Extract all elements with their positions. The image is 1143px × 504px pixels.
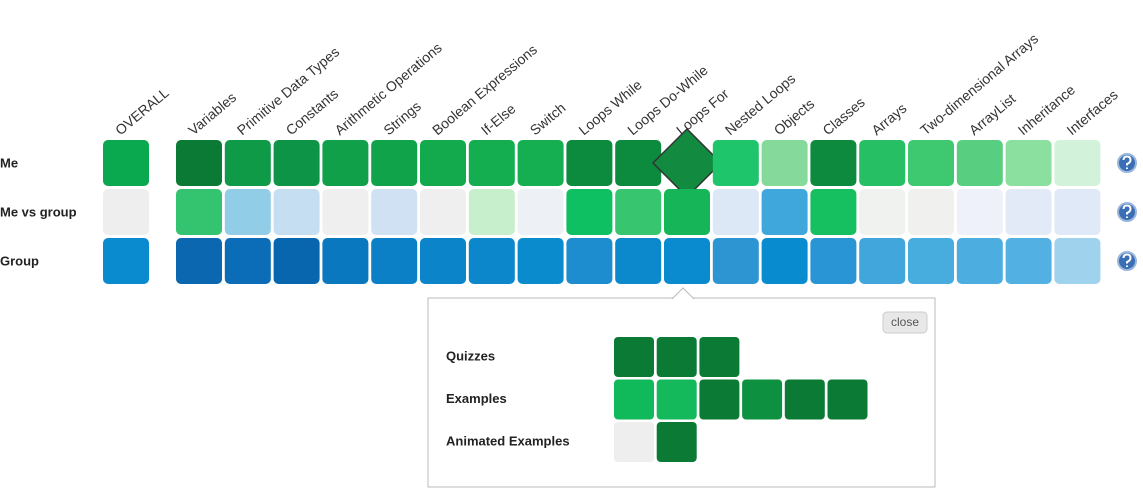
popup-cell[interactable]: [827, 379, 868, 420]
cell[interactable]: [517, 238, 564, 284]
cell[interactable]: [371, 189, 418, 235]
cell[interactable]: [1005, 189, 1052, 235]
cell[interactable]: [712, 189, 759, 235]
cell[interactable]: [566, 140, 613, 186]
cell[interactable]: [517, 189, 564, 235]
cell[interactable]: [468, 140, 515, 186]
column-label: If-Else: [478, 100, 519, 138]
cell[interactable]: [1054, 238, 1101, 284]
row-label: Group: [0, 253, 39, 268]
column-label: Objects: [771, 95, 818, 138]
popup-cell[interactable]: [699, 337, 740, 377]
cell[interactable]: [322, 238, 369, 284]
column-label: Variables: [185, 89, 239, 138]
popup-cell[interactable]: [656, 379, 697, 420]
cell[interactable]: [956, 140, 1003, 186]
cell[interactable]: [371, 140, 418, 186]
cell[interactable]: [566, 238, 613, 284]
cell[interactable]: [224, 140, 271, 186]
cell[interactable]: [664, 238, 710, 284]
column-label: Arrays: [868, 100, 909, 138]
row-label: Me: [0, 155, 18, 170]
close-label[interactable]: close: [891, 315, 919, 329]
close-button[interactable]: [882, 311, 928, 334]
cell[interactable]: [176, 238, 222, 284]
cell[interactable]: [1054, 140, 1101, 186]
column-label: Switch: [527, 99, 569, 138]
help-glyph: [1122, 204, 1132, 218]
popup-cell[interactable]: [656, 422, 697, 462]
popup-cell[interactable]: [614, 379, 654, 420]
cell[interactable]: [273, 140, 320, 186]
popup-cell[interactable]: [742, 379, 783, 420]
detail-popup: close Quizzes Examples Animated Examples: [427, 287, 936, 488]
column-label: OVERALL: [112, 84, 172, 138]
cell[interactable]: [103, 238, 149, 284]
cell[interactable]: [810, 140, 857, 186]
cell[interactable]: [420, 140, 466, 186]
cell[interactable]: [273, 189, 320, 235]
cell[interactable]: [420, 238, 466, 284]
popup-cell[interactable]: [614, 422, 654, 462]
cell[interactable]: [810, 238, 857, 284]
cell[interactable]: [1054, 189, 1101, 235]
popup-row-label: Quizzes: [446, 348, 495, 363]
cell[interactable]: [224, 189, 271, 235]
cell[interactable]: [103, 189, 149, 235]
cell[interactable]: [322, 140, 369, 186]
selected-cell[interactable]: [651, 127, 723, 199]
cell[interactable]: [371, 238, 418, 284]
popup-cell[interactable]: [614, 337, 654, 377]
cell[interactable]: [176, 140, 222, 186]
cell[interactable]: [1005, 238, 1052, 284]
cell[interactable]: [615, 140, 662, 186]
row-label: Me vs group: [0, 204, 77, 219]
cell[interactable]: [1005, 140, 1052, 186]
popup-cell[interactable]: [656, 337, 697, 377]
cell[interactable]: [468, 238, 515, 284]
cell[interactable]: [176, 189, 222, 235]
cell[interactable]: [859, 189, 906, 235]
cell[interactable]: [761, 189, 808, 235]
cell[interactable]: [761, 238, 808, 284]
cell[interactable]: [664, 189, 710, 235]
column-label: Classes: [819, 94, 867, 138]
cell[interactable]: [712, 140, 759, 186]
cell[interactable]: [712, 238, 759, 284]
help-glyph: [1122, 253, 1132, 267]
cell[interactable]: [859, 238, 906, 284]
column-label: Strings: [380, 98, 424, 138]
cell[interactable]: [956, 189, 1003, 235]
cell[interactable]: [322, 189, 369, 235]
help-glyph: [1122, 155, 1132, 169]
cell[interactable]: [517, 140, 564, 186]
cell[interactable]: [761, 140, 808, 186]
cell[interactable]: [908, 189, 954, 235]
popup-row-label: Animated Examples: [446, 433, 570, 448]
cell[interactable]: [859, 140, 906, 186]
cell[interactable]: [908, 140, 954, 186]
popup-row-label: Examples: [446, 391, 507, 406]
popup-cell[interactable]: [784, 379, 825, 420]
cell[interactable]: [273, 238, 320, 284]
popup-arrow: [671, 287, 695, 300]
cell[interactable]: [810, 189, 857, 235]
cell[interactable]: [468, 189, 515, 235]
cell[interactable]: [103, 140, 149, 186]
cell[interactable]: [615, 189, 662, 235]
cell[interactable]: [224, 238, 271, 284]
cell[interactable]: [566, 189, 613, 235]
cell[interactable]: [420, 189, 466, 235]
cell[interactable]: [615, 238, 662, 284]
cell[interactable]: [908, 238, 954, 284]
popup-cell[interactable]: [699, 379, 740, 420]
cell[interactable]: [956, 238, 1003, 284]
column-label: Loops Do-While: [624, 62, 711, 138]
